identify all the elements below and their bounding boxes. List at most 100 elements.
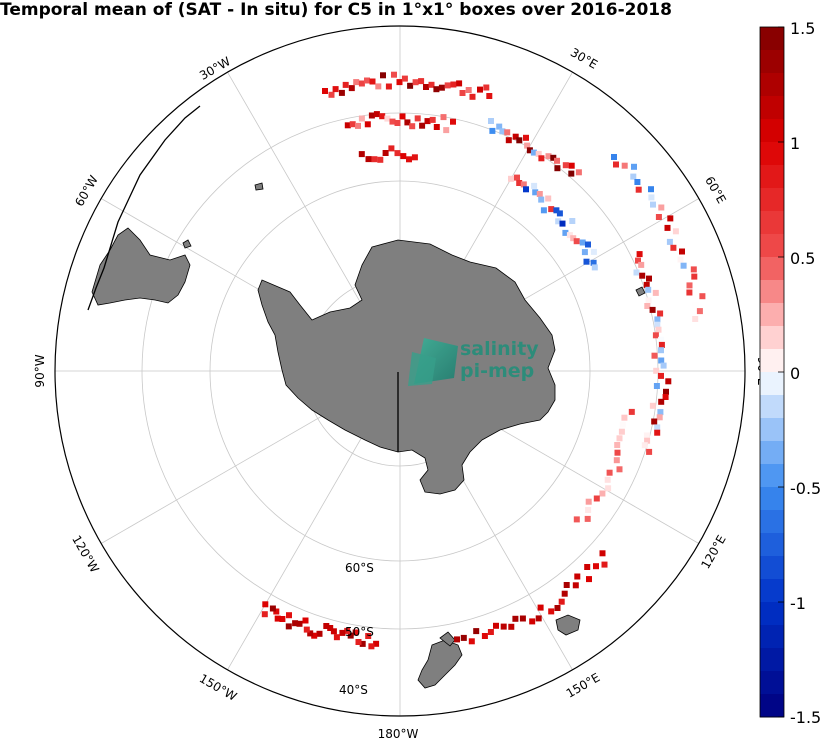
data-cell: [599, 550, 606, 557]
data-cell: [486, 93, 493, 99]
data-cell: [371, 156, 378, 163]
data-cell: [418, 78, 425, 85]
data-cell: [562, 162, 569, 169]
data-cell: [473, 628, 480, 635]
data-cell: [465, 87, 472, 93]
lat-label-40s: 40°S: [339, 683, 368, 697]
data-cell: [316, 630, 323, 637]
data-cell: [643, 432, 650, 439]
data-cell: [645, 286, 652, 293]
lon-label-150e: 150°E: [564, 670, 603, 700]
lon-label-30w: 30°W: [197, 54, 233, 83]
data-cell: [601, 561, 608, 568]
data-cell: [585, 507, 592, 513]
colorbar-segment: [760, 372, 784, 396]
data-cell: [686, 282, 693, 289]
data-cell: [614, 449, 621, 456]
data-cell: [365, 156, 372, 163]
data-cell: [330, 628, 337, 635]
data-cell: [359, 640, 366, 647]
data-cell: [477, 86, 483, 93]
data-cell: [654, 429, 661, 436]
data-cell: [670, 244, 677, 251]
colorbar-segment: [760, 441, 784, 465]
data-cell: [686, 289, 693, 296]
data-cell: [274, 615, 281, 622]
data-cell: [429, 116, 436, 123]
data-cell: [508, 623, 515, 630]
data-cell: [523, 134, 529, 141]
colorbar-tick-label: 0: [790, 364, 800, 383]
data-cell: [535, 150, 542, 157]
data-cell: [692, 316, 699, 322]
data-cell: [412, 79, 419, 86]
data-cell: [531, 182, 538, 189]
data-cell: [514, 174, 520, 181]
data-cell: [584, 515, 591, 522]
data-cell: [663, 388, 669, 395]
data-cell: [664, 224, 671, 231]
data-cell: [526, 147, 533, 154]
lat-label-60s: 60°S: [345, 561, 374, 575]
data-cell: [382, 150, 389, 156]
data-cell: [621, 162, 628, 169]
data-cell: [538, 196, 545, 203]
data-cell: [307, 630, 314, 637]
coastline-south-america: [87, 105, 201, 311]
data-cell: [292, 620, 299, 627]
data-cell: [365, 633, 372, 639]
data-cell: [262, 601, 269, 608]
data-cell: [586, 576, 592, 583]
data-cell: [380, 72, 386, 79]
data-cell: [302, 617, 309, 624]
data-cell: [419, 122, 426, 129]
data-cell: [394, 120, 401, 126]
colorbar-segment: [760, 464, 784, 488]
data-cell: [649, 402, 656, 409]
data-cell: [662, 394, 669, 400]
new-zealand-south: [417, 639, 463, 689]
colorbar-segment: [760, 142, 784, 166]
data-cell: [555, 218, 562, 225]
data-cell: [353, 79, 360, 86]
data-cell: [605, 485, 612, 492]
data-cell: [643, 281, 650, 288]
data-cell: [404, 119, 411, 126]
data-cell: [554, 605, 561, 611]
data-cell: [616, 435, 623, 442]
data-cell: [545, 153, 552, 160]
colorbar-segment: [760, 257, 784, 281]
data-cell: [604, 476, 611, 483]
data-cell: [373, 640, 380, 647]
data-cell: [554, 157, 560, 164]
data-cell: [666, 238, 673, 245]
data-cell: [384, 115, 391, 122]
data-cell: [572, 582, 579, 589]
data-cell: [328, 91, 335, 98]
colorbar-tick-label: 1.5: [790, 19, 815, 38]
data-cell: [558, 598, 565, 605]
data-cell: [440, 114, 447, 121]
data-cell: [618, 428, 625, 435]
data-cell: [616, 466, 623, 473]
data-cell: [508, 175, 514, 182]
data-cell: [443, 127, 450, 134]
data-cell: [563, 582, 570, 588]
data-cell: [396, 79, 403, 86]
data-cell: [454, 636, 460, 643]
data-cell: [556, 210, 563, 217]
data-cell: [653, 367, 660, 374]
data-cell: [545, 195, 552, 202]
data-cell: [654, 424, 661, 431]
data-cell: [433, 124, 440, 130]
data-cell: [649, 306, 656, 313]
data-cell: [516, 137, 523, 144]
colorbar-segment: [760, 648, 784, 672]
data-cell: [273, 608, 280, 615]
data-cell: [648, 186, 654, 193]
data-cell: [487, 629, 494, 635]
data-cell: [665, 378, 672, 385]
data-cell: [554, 165, 561, 172]
data-cell: [583, 258, 590, 265]
data-cell: [433, 86, 440, 93]
